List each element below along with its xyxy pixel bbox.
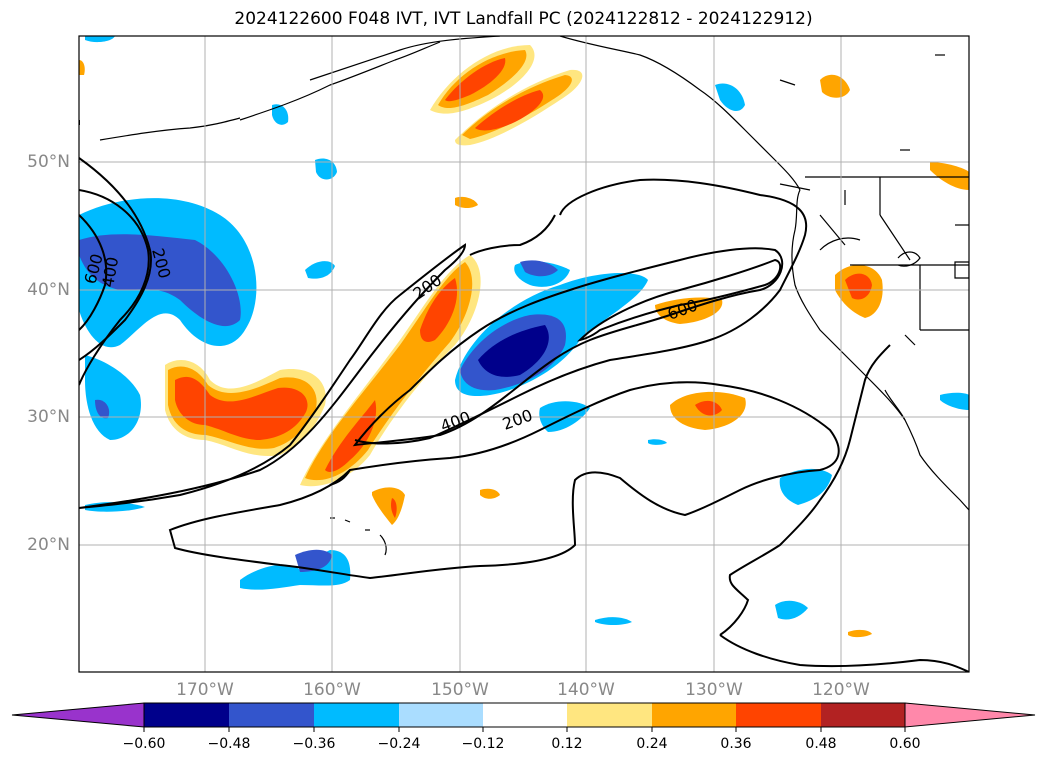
colorbar-tick-label: 0.24 — [636, 736, 668, 752]
colorbar-tick-label: 0.48 — [805, 736, 837, 752]
colorbar-segment — [144, 703, 229, 727]
colorbar-segment — [483, 703, 567, 727]
colorbar-segment — [652, 703, 736, 727]
colorbar — [11, 702, 1036, 732]
lat-label: 30°N — [27, 407, 70, 427]
colorbar-frame — [143, 702, 906, 728]
colorbar-segment — [11, 702, 145, 728]
lon-label: 120°W — [812, 680, 870, 700]
lon-label: 140°W — [557, 680, 615, 700]
colorbar-segment — [314, 703, 399, 727]
colorbar-tick-label: 0.36 — [720, 736, 752, 752]
colorbar-tick-label: −0.24 — [377, 736, 421, 752]
colorbar-segment — [567, 703, 652, 727]
colorbar-tick-label: −0.60 — [122, 736, 166, 752]
map-content — [79, 36, 969, 672]
colorbar-tick-label: −0.12 — [461, 736, 505, 752]
colorbar-tick-label: −0.36 — [292, 736, 336, 752]
colorbar-tick-label: 0.12 — [551, 736, 583, 752]
lon-label: 130°W — [685, 680, 743, 700]
ivt-contours — [79, 120, 969, 672]
colorbar-segment — [821, 703, 905, 727]
colorbar-segment — [399, 703, 483, 727]
map-frame — [78, 35, 970, 673]
lat-label: 40°N — [27, 280, 70, 300]
colorbar-tick-label: 0.60 — [889, 736, 921, 752]
contour-label: 200 — [500, 405, 535, 433]
colorbar-segment — [904, 702, 1036, 728]
ivt-shading — [79, 36, 969, 638]
lon-label: 170°W — [176, 680, 234, 700]
colorbar-segment — [229, 703, 314, 727]
lon-label: 160°W — [303, 680, 361, 700]
lon-label: 150°W — [431, 680, 489, 700]
lat-label: 20°N — [27, 535, 70, 555]
map-title: 2024122600 F048 IVT, IVT Landfall PC (20… — [234, 9, 813, 29]
colorbar-segment — [736, 703, 821, 727]
lat-label: 50°N — [27, 152, 70, 172]
contour-label: 400 — [438, 407, 473, 435]
gridlines — [79, 36, 969, 672]
colorbar-tick-label: −0.48 — [207, 736, 251, 752]
